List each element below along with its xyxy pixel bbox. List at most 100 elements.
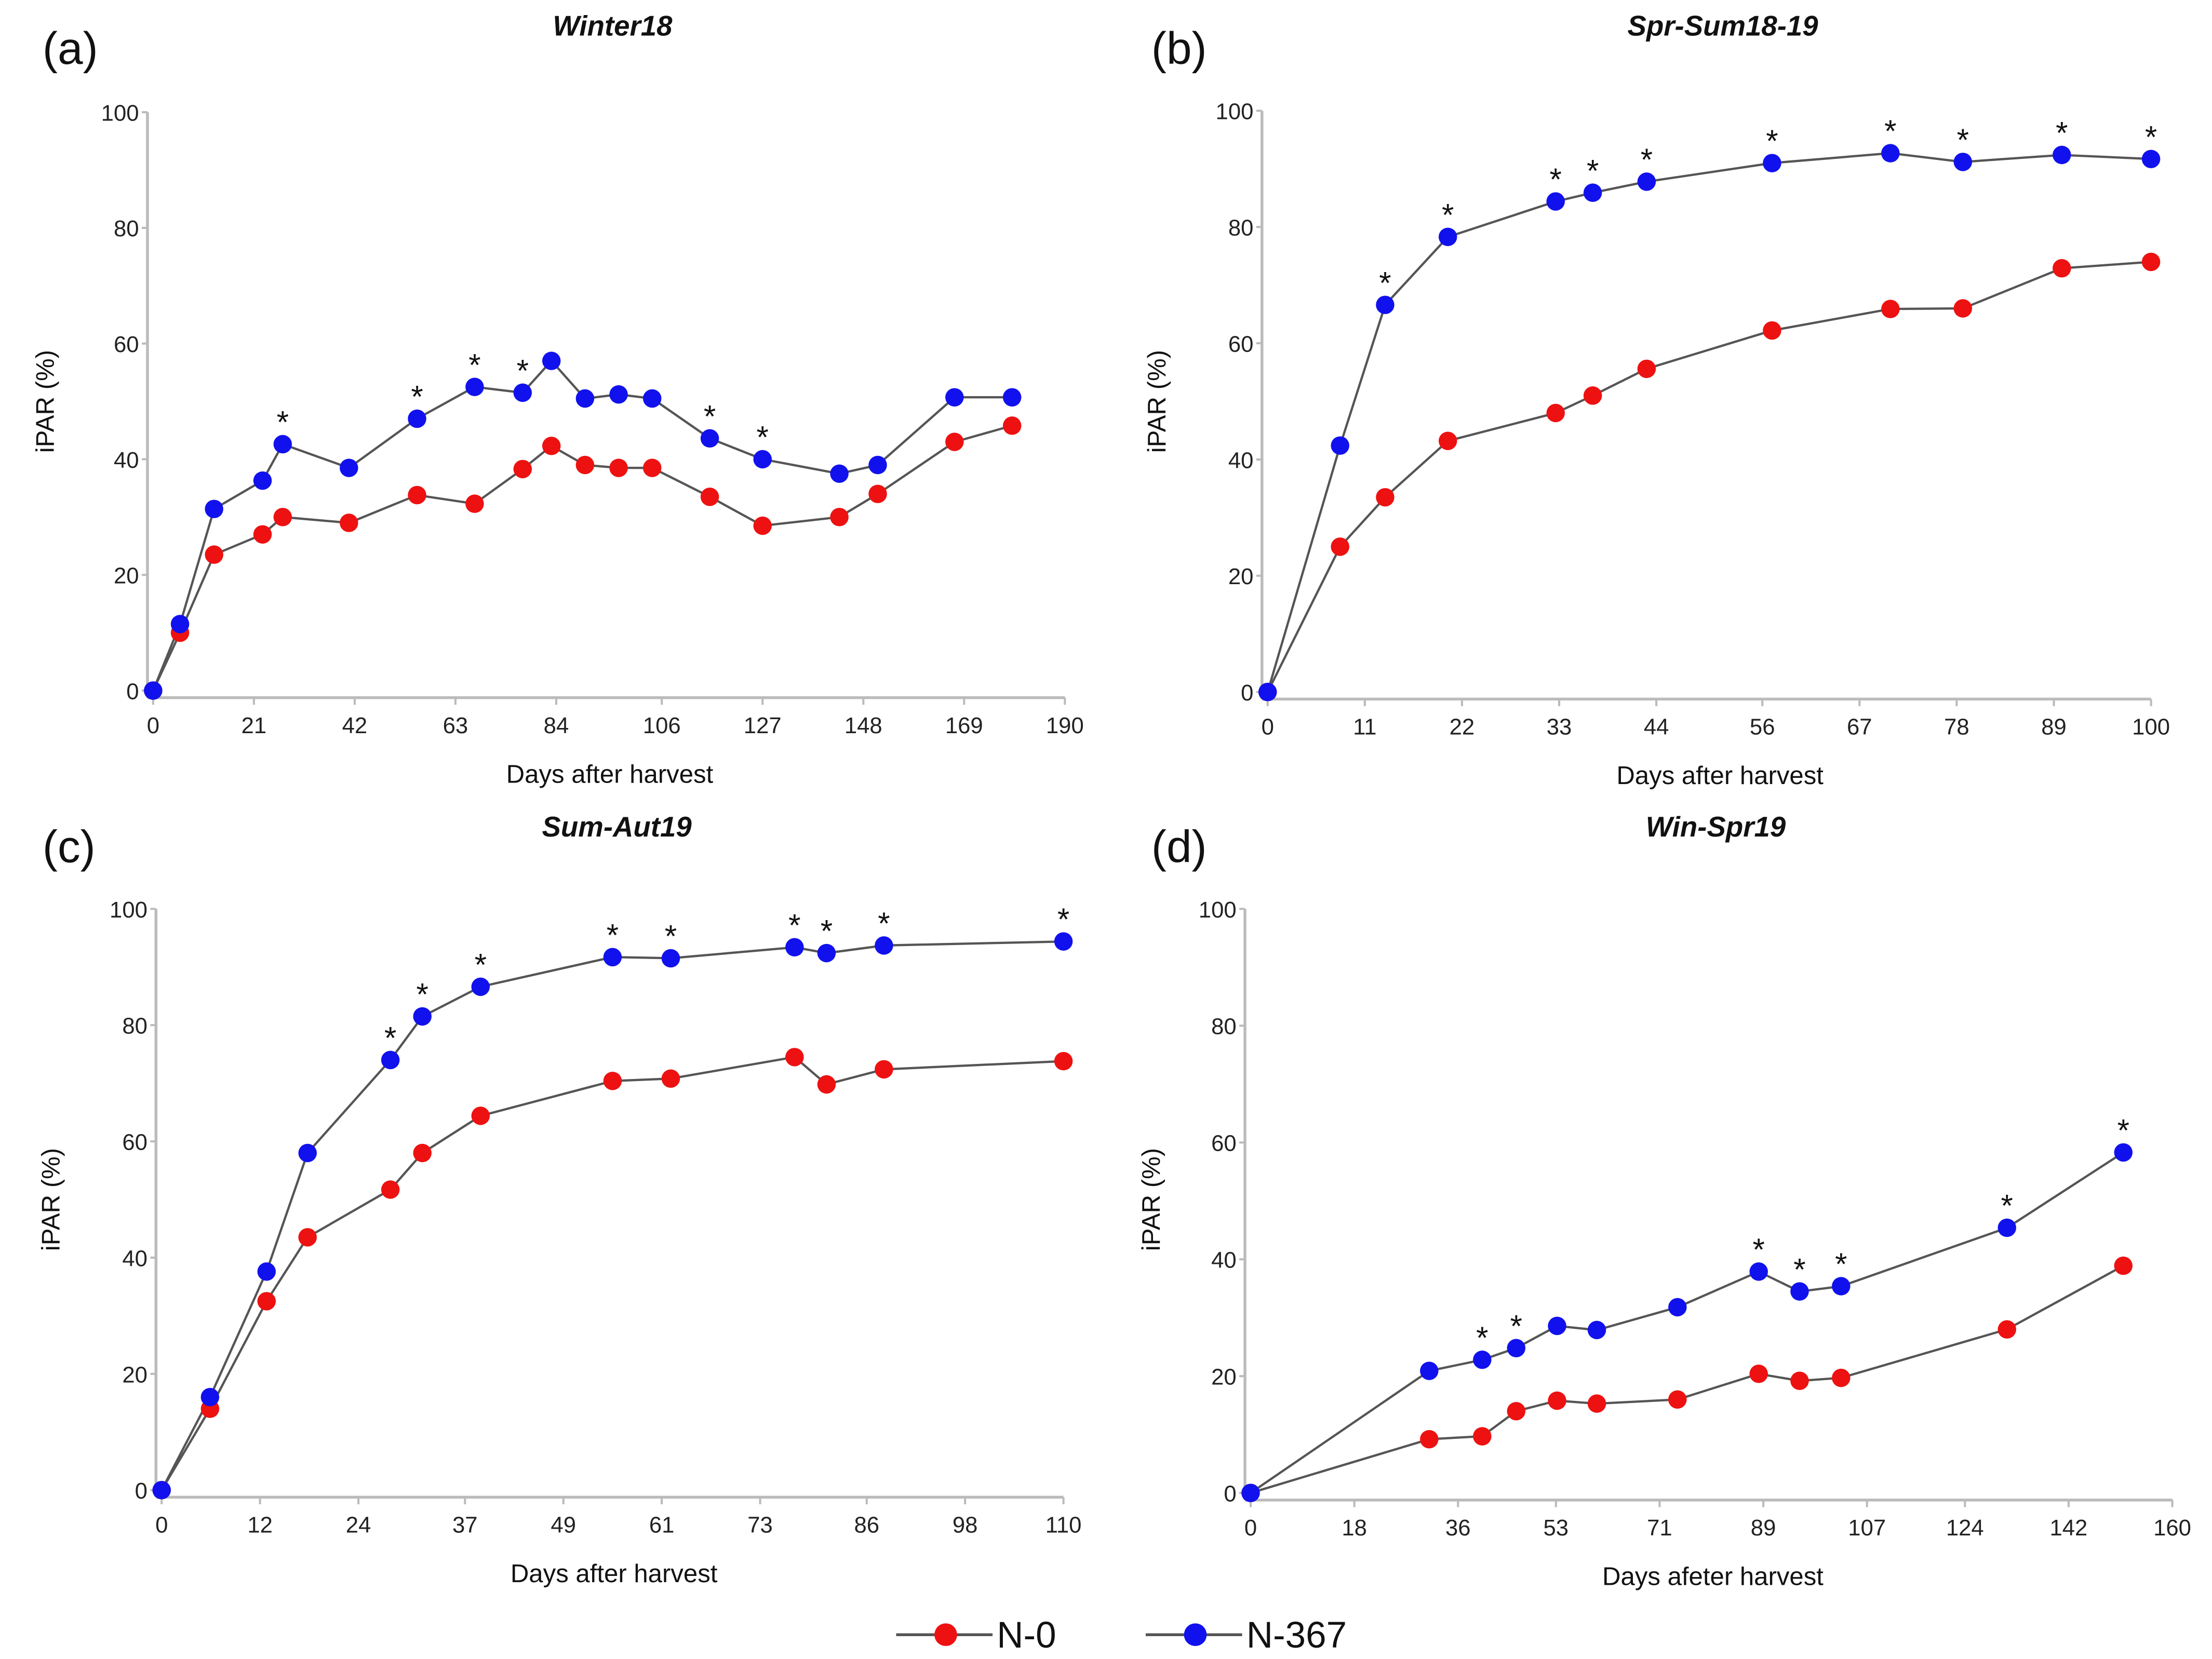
series-line-n-0 bbox=[1266, 261, 2151, 693]
chart-panel-b: (b) Spr-Sum18-19 0 20 40 60 80 100 0 11 22 33 44 56 67… bbox=[1143, 10, 2170, 790]
y-tick-label: 80 bbox=[1211, 1014, 1237, 1040]
panel-label: (c) bbox=[43, 821, 96, 872]
series-line-n-0 bbox=[160, 1056, 1064, 1491]
x-tick-label: 18 bbox=[1342, 1515, 1367, 1541]
x-tick-label: 110 bbox=[1045, 1513, 1082, 1538]
data-point-n-0 bbox=[1587, 1394, 1606, 1413]
significance-star: * bbox=[1587, 153, 1599, 188]
data-point-n-0 bbox=[1749, 1364, 1768, 1383]
data-point-n-367 bbox=[253, 471, 272, 490]
data-point-n-367 bbox=[1002, 388, 1022, 407]
data-point-n-367 bbox=[1832, 1277, 1851, 1296]
y-tick-label: 0 bbox=[126, 679, 139, 704]
data-point-n-0 bbox=[1507, 1401, 1526, 1421]
data-point-n-0 bbox=[465, 494, 484, 513]
panel-label: (d) bbox=[1151, 821, 1207, 872]
significance-star: * bbox=[704, 399, 716, 434]
x-tick-label: 24 bbox=[346, 1513, 371, 1538]
x-tick-label: 0 bbox=[1244, 1515, 1257, 1541]
x-tick-label: 169 bbox=[945, 713, 983, 738]
x-tick-label: 61 bbox=[649, 1513, 675, 1538]
y-tick-label: 20 bbox=[114, 563, 139, 589]
data-point-n-0 bbox=[875, 1060, 893, 1079]
data-point-n-367 bbox=[1548, 1316, 1566, 1336]
data-point-n-367 bbox=[1587, 1320, 1606, 1340]
data-point-n-0 bbox=[2141, 252, 2161, 272]
x-tick-label: 56 bbox=[1750, 714, 1775, 740]
x-tick-label: 33 bbox=[1547, 714, 1572, 740]
x-tick-label: 0 bbox=[1262, 714, 1274, 740]
data-point-n-0 bbox=[298, 1228, 317, 1247]
chart-panel-c: (c) Sum-Aut19 0 20 40 60 80 100 0 12 24 37 49 61 73 86 9… bbox=[37, 811, 1082, 1588]
legend-marker-n0 bbox=[934, 1623, 957, 1647]
data-point-n-0 bbox=[1548, 1391, 1566, 1410]
data-point-n-367 bbox=[2141, 150, 2161, 168]
x-tick-label: 98 bbox=[953, 1513, 978, 1538]
legend-marker-n367 bbox=[1184, 1623, 1207, 1647]
significance-star: * bbox=[1641, 142, 1653, 177]
y-axis-label: iPAR (%) bbox=[32, 350, 60, 453]
data-point-n-0 bbox=[1331, 537, 1349, 556]
data-point-n-0 bbox=[1668, 1390, 1687, 1409]
data-point-n-367 bbox=[257, 1262, 276, 1281]
data-point-n-0 bbox=[1583, 386, 1602, 405]
data-point-n-0 bbox=[542, 437, 561, 455]
data-point-n-367 bbox=[381, 1050, 400, 1070]
data-point-n-0 bbox=[1054, 1051, 1073, 1071]
x-axis-label: Days after harvest bbox=[511, 1560, 718, 1588]
data-point-n-367 bbox=[471, 977, 490, 996]
data-point-n-0 bbox=[642, 458, 662, 477]
significance-star: * bbox=[2117, 1113, 2129, 1148]
data-point-n-367 bbox=[1054, 932, 1073, 951]
data-point-n-367 bbox=[413, 1007, 432, 1026]
data-point-n-367 bbox=[1997, 1218, 2016, 1237]
x-tick-label: 73 bbox=[747, 1513, 773, 1538]
data-point-n-0 bbox=[945, 433, 964, 451]
data-point-n-367 bbox=[830, 464, 849, 483]
legend-label-n367: N-367 bbox=[1246, 1615, 1347, 1656]
data-point-n-367 bbox=[785, 938, 804, 957]
data-point-n-0 bbox=[753, 516, 772, 535]
data-point-n-0 bbox=[1953, 299, 1973, 318]
panel-label: (a) bbox=[43, 23, 98, 74]
chart-title: Win-Spr19 bbox=[1646, 811, 1786, 843]
data-point-n-367 bbox=[1473, 1350, 1492, 1369]
data-point-n-0 bbox=[1438, 431, 1457, 450]
x-tick-label: 11 bbox=[1353, 714, 1376, 740]
data-point-n-367 bbox=[661, 949, 680, 968]
x-tick-label: 107 bbox=[1848, 1515, 1886, 1541]
data-point-n-367 bbox=[700, 429, 719, 448]
y-tick-label: 0 bbox=[1224, 1481, 1236, 1507]
data-point-n-367 bbox=[465, 377, 484, 396]
data-point-n-0 bbox=[1763, 321, 1781, 340]
data-point-n-0 bbox=[700, 488, 719, 506]
x-tick-label: 78 bbox=[1944, 714, 1969, 740]
data-point-n-367 bbox=[868, 455, 887, 475]
x-tick-label: 22 bbox=[1450, 714, 1475, 740]
data-point-n-367 bbox=[513, 383, 532, 402]
data-point-n-0 bbox=[2114, 1256, 2133, 1275]
data-point-n-367 bbox=[2114, 1143, 2133, 1162]
chart-title: Spr-Sum18-19 bbox=[1628, 10, 1819, 42]
data-point-n-0 bbox=[1881, 300, 1900, 318]
x-tick-label: 89 bbox=[1751, 1515, 1776, 1541]
x-tick-label: 12 bbox=[247, 1513, 273, 1538]
data-point-n-0 bbox=[609, 458, 628, 477]
y-tick-label: 60 bbox=[114, 332, 139, 357]
x-tick-label: 42 bbox=[342, 713, 368, 738]
significance-star: * bbox=[2145, 119, 2157, 154]
y-tick-label: 0 bbox=[1241, 680, 1253, 706]
x-tick-label: 86 bbox=[854, 1513, 879, 1538]
data-point-n-367 bbox=[1637, 172, 1656, 191]
data-point-n-367 bbox=[753, 450, 772, 469]
significance-star: * bbox=[2056, 116, 2068, 151]
y-tick-label: 20 bbox=[1211, 1365, 1237, 1390]
x-tick-label: 71 bbox=[1647, 1515, 1672, 1541]
significance-star: * bbox=[1957, 123, 1969, 157]
x-tick-label: 0 bbox=[147, 713, 159, 738]
y-tick-label: 80 bbox=[114, 216, 139, 241]
data-point-n-0 bbox=[205, 545, 223, 564]
x-tick-label: 44 bbox=[1644, 714, 1669, 740]
data-point-n-367 bbox=[609, 385, 628, 404]
